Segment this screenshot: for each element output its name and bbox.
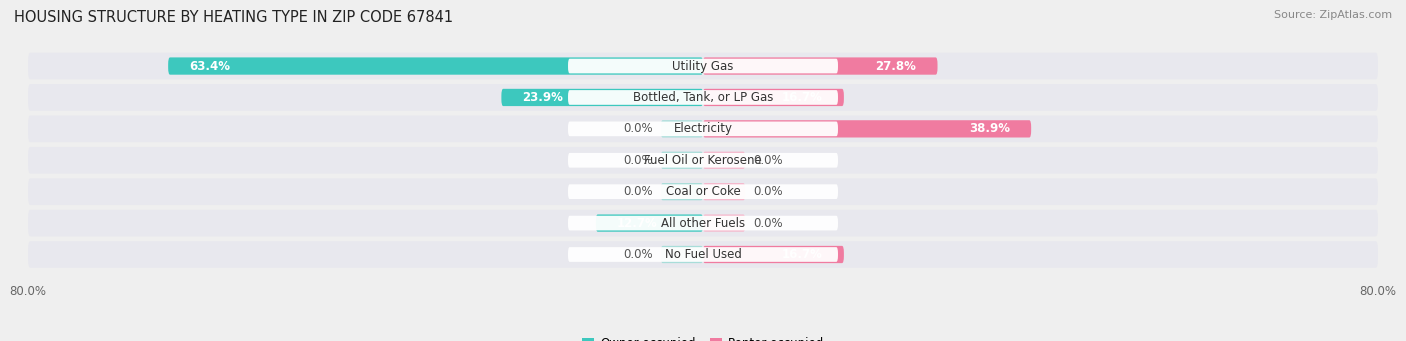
Text: 27.8%: 27.8% bbox=[876, 60, 917, 73]
Text: Bottled, Tank, or LP Gas: Bottled, Tank, or LP Gas bbox=[633, 91, 773, 104]
FancyBboxPatch shape bbox=[28, 147, 1378, 174]
FancyBboxPatch shape bbox=[568, 216, 838, 231]
FancyBboxPatch shape bbox=[568, 59, 838, 73]
Text: Fuel Oil or Kerosene: Fuel Oil or Kerosene bbox=[644, 154, 762, 167]
Text: 0.0%: 0.0% bbox=[754, 185, 783, 198]
Legend: Owner-occupied, Renter-occupied: Owner-occupied, Renter-occupied bbox=[582, 337, 824, 341]
FancyBboxPatch shape bbox=[502, 89, 703, 106]
FancyBboxPatch shape bbox=[661, 246, 703, 263]
Text: 0.0%: 0.0% bbox=[623, 122, 652, 135]
Text: 23.9%: 23.9% bbox=[523, 91, 564, 104]
FancyBboxPatch shape bbox=[568, 90, 838, 105]
FancyBboxPatch shape bbox=[28, 84, 1378, 111]
Text: 12.7%: 12.7% bbox=[617, 217, 658, 229]
FancyBboxPatch shape bbox=[661, 183, 703, 200]
Text: 0.0%: 0.0% bbox=[623, 185, 652, 198]
Text: 16.7%: 16.7% bbox=[782, 248, 823, 261]
Text: 16.7%: 16.7% bbox=[782, 91, 823, 104]
FancyBboxPatch shape bbox=[703, 57, 938, 75]
FancyBboxPatch shape bbox=[703, 152, 745, 169]
Text: All other Fuels: All other Fuels bbox=[661, 217, 745, 229]
FancyBboxPatch shape bbox=[661, 152, 703, 169]
FancyBboxPatch shape bbox=[703, 183, 745, 200]
Text: 0.0%: 0.0% bbox=[623, 154, 652, 167]
Text: 0.0%: 0.0% bbox=[754, 217, 783, 229]
FancyBboxPatch shape bbox=[703, 246, 844, 263]
Text: Utility Gas: Utility Gas bbox=[672, 60, 734, 73]
FancyBboxPatch shape bbox=[568, 247, 838, 262]
FancyBboxPatch shape bbox=[568, 153, 838, 168]
FancyBboxPatch shape bbox=[169, 57, 703, 75]
Text: 38.9%: 38.9% bbox=[969, 122, 1010, 135]
Text: 63.4%: 63.4% bbox=[190, 60, 231, 73]
FancyBboxPatch shape bbox=[661, 120, 703, 137]
FancyBboxPatch shape bbox=[28, 116, 1378, 142]
Text: Coal or Coke: Coal or Coke bbox=[665, 185, 741, 198]
FancyBboxPatch shape bbox=[568, 121, 838, 136]
FancyBboxPatch shape bbox=[28, 210, 1378, 236]
FancyBboxPatch shape bbox=[28, 178, 1378, 205]
FancyBboxPatch shape bbox=[568, 184, 838, 199]
Text: 0.0%: 0.0% bbox=[623, 248, 652, 261]
Text: Electricity: Electricity bbox=[673, 122, 733, 135]
FancyBboxPatch shape bbox=[596, 214, 703, 232]
Text: No Fuel Used: No Fuel Used bbox=[665, 248, 741, 261]
FancyBboxPatch shape bbox=[28, 241, 1378, 268]
FancyBboxPatch shape bbox=[703, 214, 745, 232]
FancyBboxPatch shape bbox=[703, 89, 844, 106]
Text: HOUSING STRUCTURE BY HEATING TYPE IN ZIP CODE 67841: HOUSING STRUCTURE BY HEATING TYPE IN ZIP… bbox=[14, 10, 453, 25]
FancyBboxPatch shape bbox=[703, 120, 1031, 137]
Text: 0.0%: 0.0% bbox=[754, 154, 783, 167]
Text: Source: ZipAtlas.com: Source: ZipAtlas.com bbox=[1274, 10, 1392, 20]
FancyBboxPatch shape bbox=[28, 53, 1378, 79]
